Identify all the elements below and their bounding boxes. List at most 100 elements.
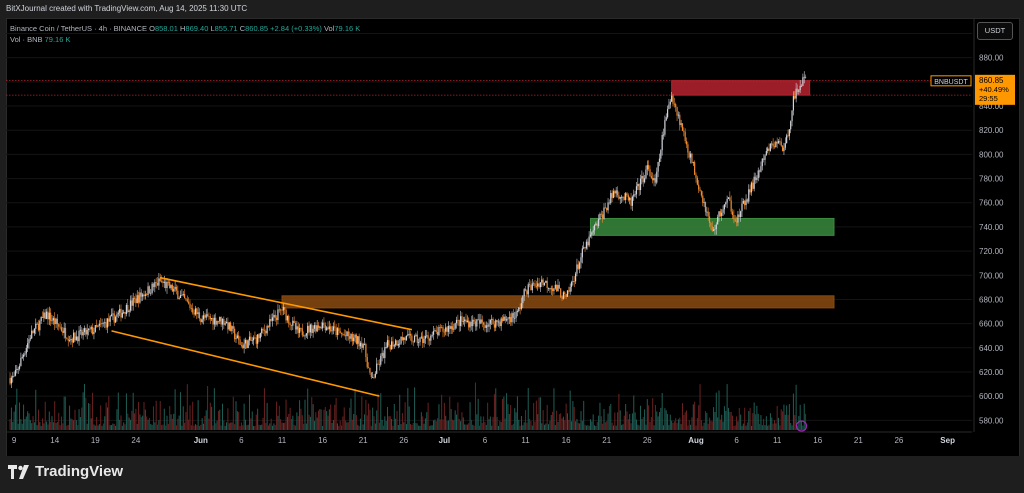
- volume-bar: [581, 420, 583, 430]
- candle-body: [407, 334, 409, 336]
- tradingview-logo[interactable]: TradingView: [8, 463, 123, 480]
- candle-body: [485, 325, 487, 328]
- volume-bar: [491, 425, 493, 430]
- volume-bar: [239, 425, 241, 430]
- volume-bar: [350, 398, 352, 430]
- volume-bar: [232, 396, 234, 430]
- volume-bar: [368, 403, 370, 430]
- candle-body: [216, 320, 218, 325]
- candle-body: [405, 335, 408, 341]
- volume-bar: [52, 422, 54, 430]
- candle-body: [21, 356, 23, 358]
- candle-body: [576, 264, 578, 274]
- candle-body: [424, 335, 427, 339]
- volume-bar: [385, 420, 387, 430]
- x-tick-label: 9: [12, 436, 17, 445]
- candle-body: [539, 282, 542, 288]
- volume-bar: [776, 406, 778, 430]
- volume-bar: [98, 424, 100, 430]
- volume-bar: [520, 416, 522, 430]
- candle-body: [588, 236, 590, 246]
- candle-body: [236, 335, 238, 339]
- candle-body: [691, 153, 693, 163]
- candle-body: [492, 318, 494, 325]
- candle-body: [798, 90, 800, 93]
- volume-bar: [121, 425, 123, 430]
- candle-body: [300, 327, 302, 329]
- volume-bar: [286, 416, 288, 430]
- volume-bar: [734, 425, 736, 430]
- high-label: H: [180, 24, 186, 33]
- candle-body: [93, 331, 95, 335]
- volume-bar: [12, 421, 14, 430]
- candle-body: [388, 340, 390, 346]
- volume-bar: [170, 414, 172, 430]
- volume-bar: [757, 413, 759, 430]
- candle-body: [630, 197, 632, 206]
- candle-body: [74, 332, 76, 341]
- volume-bar: [185, 411, 187, 430]
- candle-body: [689, 153, 692, 158]
- candle-body: [137, 295, 140, 303]
- candle-body: [190, 307, 192, 309]
- volume-bar: [136, 423, 138, 430]
- candle-body: [280, 309, 282, 311]
- candle-body: [626, 193, 628, 196]
- candle-body: [17, 368, 19, 370]
- candle-body: [55, 318, 57, 325]
- volume-bar: [677, 419, 679, 430]
- candle-body: [758, 170, 761, 172]
- candle-body: [234, 328, 236, 340]
- candle-body: [372, 376, 374, 378]
- volume-bar: [169, 406, 171, 430]
- candle-body: [580, 257, 582, 263]
- volume-bar: [253, 425, 255, 430]
- candle-body: [504, 316, 506, 321]
- candle-body: [694, 162, 696, 175]
- volume-bar: [171, 418, 173, 430]
- volume-bar: [713, 407, 715, 430]
- volume-bar: [213, 388, 215, 430]
- volume-bar: [81, 407, 83, 430]
- candle-body: [505, 319, 508, 321]
- volume-bar: [276, 401, 278, 430]
- volume-bar: [645, 424, 647, 430]
- candle-body: [32, 330, 34, 334]
- volume-bar: [791, 425, 793, 430]
- volume-bar: [539, 397, 541, 430]
- candle-body: [231, 326, 233, 332]
- volume-bar: [387, 406, 389, 430]
- currency-button[interactable]: USDT: [977, 22, 1013, 40]
- volume-bar: [561, 418, 563, 430]
- volume-bar: [140, 417, 142, 430]
- candle-body: [464, 319, 466, 322]
- volume-bar: [120, 415, 122, 430]
- chart-frame[interactable]: [6, 18, 1020, 458]
- candle-body: [754, 176, 757, 181]
- volume-bar: [680, 424, 682, 430]
- candle-body: [82, 332, 84, 336]
- candle-body: [773, 146, 776, 148]
- volume-bar: [56, 421, 58, 430]
- candle-body: [585, 241, 588, 249]
- candle-body: [278, 309, 280, 311]
- candle-body: [423, 338, 425, 344]
- volume-bar: [634, 412, 636, 430]
- candle-body: [257, 334, 259, 344]
- volume-bar: [259, 425, 261, 430]
- volume-bar: [246, 425, 248, 430]
- candle-body: [703, 202, 705, 203]
- candle-body: [658, 158, 661, 162]
- candle-body: [629, 197, 631, 201]
- candle-body: [212, 317, 214, 325]
- volume-bar: [587, 424, 589, 430]
- candle-body: [618, 195, 620, 199]
- volume-bar: [355, 415, 357, 430]
- candle-body: [480, 319, 482, 324]
- candle-body: [384, 347, 386, 359]
- candle-body: [737, 214, 739, 223]
- candle-body: [27, 343, 29, 349]
- candle-body: [627, 195, 629, 201]
- candle-body: [81, 329, 83, 336]
